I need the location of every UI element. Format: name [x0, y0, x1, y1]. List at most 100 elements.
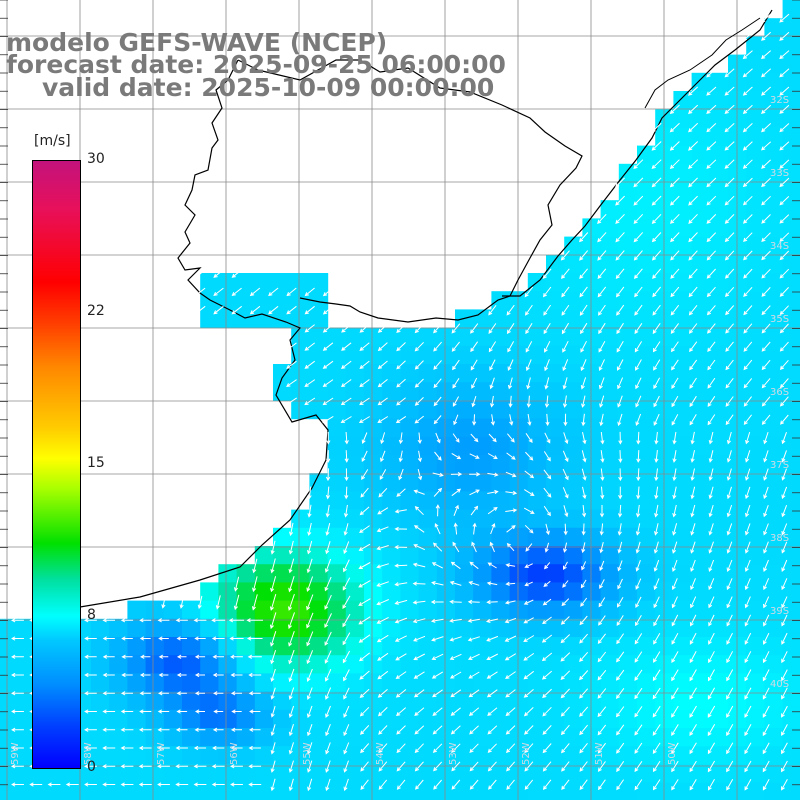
wind-arrow [708, 669, 715, 682]
wind-arrow [506, 323, 515, 335]
wind-cell [364, 728, 383, 747]
wind-arrow [194, 672, 205, 678]
wind-arrow [597, 688, 607, 699]
wind-arrow [672, 523, 678, 536]
wind-cell [673, 709, 693, 729]
wind-arrow [524, 489, 535, 496]
wind-arrow [706, 250, 716, 261]
wind-arrow [506, 304, 515, 316]
wind-cell [655, 527, 674, 547]
wind-arrow [270, 706, 276, 718]
wind-arrow [745, 431, 751, 445]
wind-arrow [671, 578, 678, 591]
wind-cell [509, 618, 529, 638]
wind-cell [746, 418, 765, 438]
wind-arrow [761, 268, 771, 279]
wind-cell [728, 746, 747, 765]
wind-arrow [781, 669, 788, 682]
wind-cell [400, 491, 420, 511]
wind-cell [782, 236, 800, 256]
wind-cell [764, 527, 784, 547]
wind-cell [655, 637, 674, 656]
wind-arrow [325, 705, 331, 718]
wind-cell [491, 509, 511, 529]
wind-arrow [706, 86, 717, 96]
wind-arrow [725, 341, 734, 352]
wind-arrow [343, 705, 350, 718]
wind-cell [582, 436, 602, 456]
wind-arrow [580, 597, 588, 607]
wind-arrow [652, 341, 661, 353]
wind-cell [291, 746, 310, 765]
wind-arrow [468, 581, 480, 586]
wind-cell [527, 673, 547, 693]
wind-cell [600, 218, 620, 238]
wind-cell [127, 764, 147, 784]
wind-cell [436, 509, 456, 529]
wind-arrow [377, 689, 388, 698]
wind-cell [546, 600, 565, 620]
wind-arrow [525, 433, 533, 444]
wind-arrow [545, 523, 550, 536]
wind-cell [709, 400, 729, 420]
wind-cell [145, 691, 165, 711]
wind-arrow [376, 616, 389, 624]
wind-cell [436, 782, 456, 800]
wind-cell [746, 72, 765, 92]
wind-arrow [343, 760, 349, 773]
wind-cell [273, 582, 292, 602]
wind-arrow [634, 286, 643, 298]
wind-arrow [579, 250, 589, 261]
wind-arrow [396, 779, 406, 790]
wind-arrow [563, 523, 568, 536]
wind-arrow [29, 782, 43, 787]
wind-arrow [781, 578, 788, 591]
wind-cell [509, 709, 529, 729]
wind-arrow [635, 395, 642, 408]
wind-cell [728, 236, 747, 256]
wind-cell [655, 436, 674, 456]
wind-cell [236, 764, 256, 784]
wind-cell [782, 527, 800, 547]
wind-arrow [84, 618, 97, 623]
wind-cell [400, 637, 420, 656]
wind-cell [309, 600, 329, 620]
wind-cell [436, 455, 456, 474]
wind-cell [673, 618, 693, 638]
wind-cell [637, 728, 656, 747]
wind-arrow [652, 779, 661, 791]
wind-arrow [726, 541, 733, 554]
wind-arrow [450, 689, 462, 698]
wind-arrow [288, 631, 295, 647]
wind-arrow [269, 612, 277, 630]
wind-arrow [288, 668, 295, 683]
wind-cell [728, 418, 747, 438]
wind-cell [746, 127, 765, 147]
wind-cell [564, 418, 583, 438]
wind-arrow [724, 123, 735, 133]
wind-cell [673, 127, 693, 147]
wind-cell [309, 491, 329, 511]
wind-cell [600, 200, 620, 219]
wind-cell [782, 673, 800, 693]
wind-arrow [708, 541, 714, 554]
wind-arrow [505, 689, 516, 698]
wind-arrow [689, 614, 697, 627]
wind-cell [418, 709, 438, 729]
wind-arrow [781, 687, 788, 700]
wind-arrow [252, 576, 258, 593]
wind-cell [418, 345, 438, 365]
wind-arrow [84, 727, 97, 732]
wind-cell [764, 72, 784, 92]
wind-cell [709, 691, 729, 711]
wind-cell [309, 400, 329, 420]
wind-arrow [708, 596, 715, 609]
wind-arrow [433, 360, 442, 370]
wind-arrow [231, 709, 242, 714]
wind-cell [127, 600, 147, 620]
wind-cell [509, 564, 529, 583]
wind-cell [455, 455, 474, 474]
wind-cell [91, 637, 110, 656]
wind-arrow [742, 104, 753, 114]
